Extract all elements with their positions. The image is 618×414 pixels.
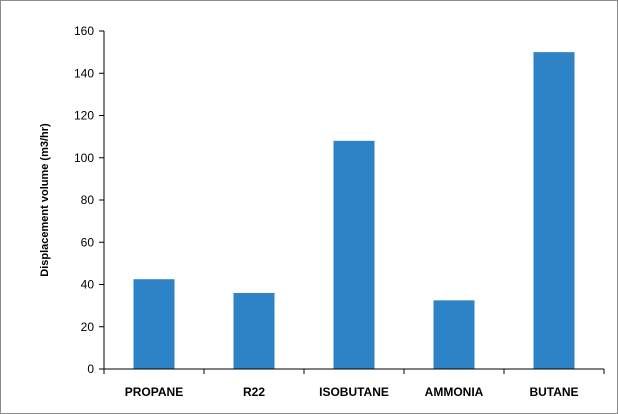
y-tick-label: 20 [81,320,95,334]
y-tick-label: 0 [87,362,94,376]
y-axis-title: Displacement volume (m3/hr) [39,123,51,277]
axes-layer [99,30,605,374]
x-tick-label-propane: PROPANE [125,385,183,399]
y-tick-label: 60 [81,235,95,249]
y-tick-label: 100 [74,151,94,165]
bars-layer [133,52,575,370]
x-tick-label-ammonia: AMMONIA [425,385,484,399]
y-tick-label: 40 [81,278,95,292]
x-tick-label-r22: R22 [243,385,265,399]
bar-propane [133,279,175,369]
y-tick-label: 140 [74,66,94,80]
x-tick-label-isobutane: ISOBUTANE [319,385,389,399]
bar-butane [533,52,575,370]
bar-r22 [233,292,275,369]
y-tick-label: 120 [74,109,94,123]
bar-ammonia [433,300,475,369]
x-tick-label-butane: BUTANE [529,385,578,399]
bar-isobutane [333,140,375,369]
y-tick-label: 80 [81,193,95,207]
labels-layer: 0 20 40 60 80 100 120 140 160 PROPANE R22 ISOBUTANE… [74,24,579,399]
y-tick-label: 160 [74,24,94,38]
